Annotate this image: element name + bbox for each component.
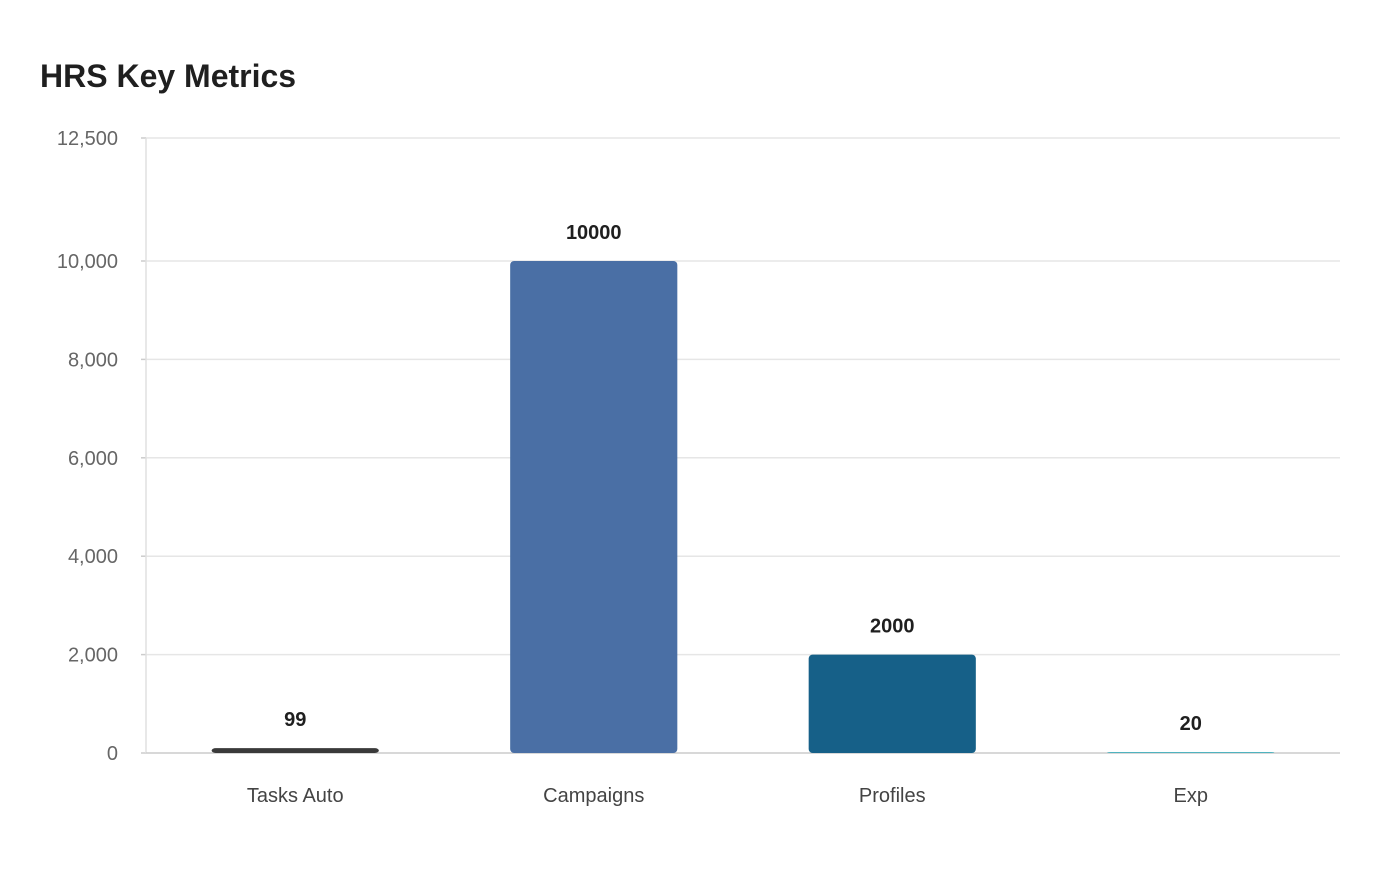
y-tick-label: 10,000 (57, 251, 118, 273)
chart-title: HRS Key Metrics (40, 58, 297, 94)
axes (141, 137, 1340, 754)
y-tick-label: 12,500 (57, 128, 118, 150)
data-label: 20 (1180, 713, 1202, 735)
bars (211, 261, 1275, 753)
labels: 0 2,000 4,000 6,000 8,000 10,000 12,500 99 Tasks… (57, 128, 1208, 807)
data-label: 2000 (870, 616, 915, 638)
y-tick-label: 8,000 (68, 349, 118, 371)
gridlines (146, 137, 1340, 656)
x-tick-label: Tasks Auto (247, 785, 344, 807)
y-tick-label: 6,000 (68, 448, 118, 470)
x-tick-label: Campaigns (543, 785, 644, 807)
bar-exp[interactable] (1107, 752, 1275, 753)
bar-profiles[interactable] (808, 654, 976, 753)
bar-campaigns[interactable] (510, 261, 678, 753)
x-tick-label: Profiles (859, 785, 926, 807)
y-tick-label: 0 (107, 743, 118, 765)
data-label: 10000 (566, 222, 622, 244)
bar-tasks-auto[interactable] (211, 748, 379, 753)
data-label: 99 (284, 709, 306, 731)
y-tick-label: 2,000 (68, 645, 118, 667)
x-tick-label: Exp (1174, 785, 1208, 807)
y-tick-label: 4,000 (68, 546, 118, 568)
